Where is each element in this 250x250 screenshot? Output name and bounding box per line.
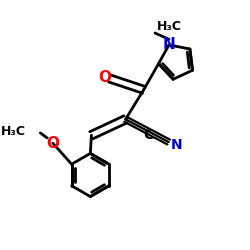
- Text: C: C: [143, 128, 153, 142]
- Text: N: N: [162, 38, 175, 52]
- Text: O: O: [98, 70, 112, 85]
- Text: H₃C: H₃C: [0, 125, 25, 138]
- Text: H₃C: H₃C: [157, 20, 182, 33]
- Text: N: N: [171, 138, 182, 152]
- Text: O: O: [46, 136, 59, 151]
